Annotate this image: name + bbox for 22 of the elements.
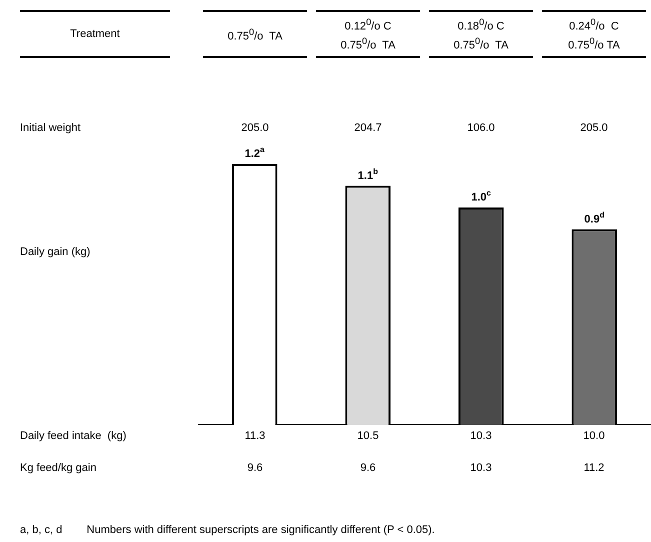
x-tick-label: 0.18$^{0}$/o C 0.75$^{0}$/o TA: [454, 16, 508, 53]
text: 11.3: [244, 430, 266, 442]
text: 10.3: [469, 430, 493, 442]
text: 106.0: [466, 122, 496, 134]
text: Daily gain (kg): [20, 246, 90, 258]
x-tick-label: 0.24$^{0}$/o C 0.75$^{0}$/o TA: [568, 16, 620, 53]
text: 10.0: [582, 430, 606, 442]
text: Treatment: [20, 10, 170, 58]
text: Daily feed intake (kg): [20, 430, 126, 442]
text: 10.3: [469, 462, 493, 474]
text: 10.5: [356, 430, 380, 442]
text: 205.0: [240, 122, 270, 134]
x-tick-label: 0.12$^{0}$/o C 0.75$^{0}$/o TA: [340, 16, 396, 53]
text: a, b, c, d Numbers with different superscripts are significantly different (P < 0.05).: [20, 524, 435, 536]
x-tick-label: 0.75$^{0}$/o TA: [228, 26, 282, 44]
text: 9.6: [359, 462, 377, 474]
text: Initial weight: [20, 122, 81, 134]
text: Kg feed/kg gain: [20, 462, 96, 474]
text: 204.7: [353, 122, 383, 134]
text: 9.6: [246, 462, 264, 474]
text: 11.2: [582, 462, 606, 474]
text: 205.0: [579, 122, 609, 134]
